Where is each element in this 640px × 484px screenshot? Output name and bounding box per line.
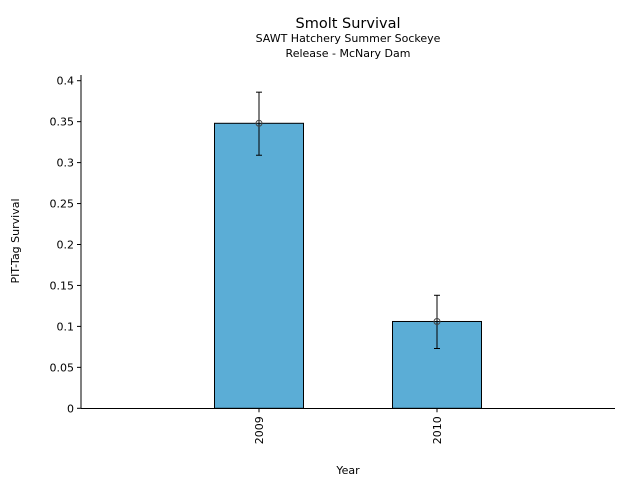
x-tick-label: 2009 [253, 416, 266, 444]
y-tick-label: 0.15 [50, 279, 75, 292]
y-tick-label: 0.4 [57, 75, 75, 88]
y-tick-label: 0.25 [50, 198, 75, 211]
data-point-2009 [255, 119, 263, 127]
bar-2009 [214, 122, 304, 409]
y-tick-label: 0.3 [57, 157, 75, 170]
y-tick-label: 0.05 [50, 361, 75, 374]
y-tick-label: 0.1 [57, 320, 75, 333]
chart-title: Smolt Survival [296, 16, 401, 32]
data-point-2010 [433, 317, 441, 325]
x-axis-label: Year [335, 464, 360, 477]
y-tick-label: 0.2 [57, 239, 75, 252]
y-tick-label: 0 [67, 402, 74, 415]
x-tick-label: 2010 [431, 416, 444, 444]
y-axis-label: PIT-Tag Survival [9, 198, 22, 283]
y-tick-label: 0.35 [50, 116, 75, 129]
chart-subtitle-2: Release - McNary Dam [286, 47, 411, 60]
chart-subtitle-1: SAWT Hatchery Summer Sockeye [256, 32, 441, 45]
